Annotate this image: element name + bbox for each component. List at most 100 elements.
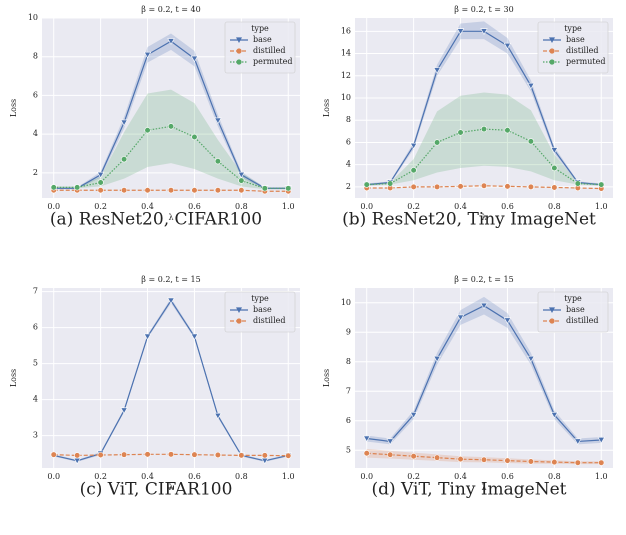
y-axis-label: Loss (322, 99, 331, 117)
y-tick-label: 12 (341, 71, 351, 80)
marker (120, 407, 128, 415)
x-axis-label: λ (168, 483, 173, 492)
x-axis-label: λ (481, 213, 486, 222)
marker (214, 187, 222, 194)
legend-marker (549, 307, 555, 313)
marker (527, 82, 535, 90)
marker (457, 183, 464, 190)
marker (120, 119, 128, 127)
marker (410, 183, 417, 190)
marker (527, 183, 535, 190)
legend-title: type (564, 294, 582, 303)
x-tick-label: 0.6 (188, 202, 201, 211)
y-tick-label: 6 (346, 137, 351, 146)
marker (480, 182, 488, 189)
y-tick-label: 7 (346, 386, 351, 395)
y-tick-label: 3 (33, 431, 38, 440)
marker (433, 183, 441, 190)
marker (387, 451, 394, 458)
marker (191, 187, 198, 194)
marker (550, 147, 559, 154)
marker (598, 459, 605, 466)
marker (574, 180, 581, 187)
legend-box (537, 291, 609, 333)
legend-title: type (251, 294, 269, 303)
x-tick-label: 1.0 (595, 472, 608, 481)
marker (433, 454, 441, 461)
chart-title: β = 0.2, t = 15 (454, 275, 513, 284)
legend-title: type (564, 24, 582, 33)
y-axis-label: Loss (9, 99, 18, 117)
legend-box (537, 21, 609, 74)
marker (504, 457, 511, 464)
marker (120, 451, 128, 458)
marker (167, 297, 175, 305)
marker (97, 187, 104, 194)
marker (261, 185, 268, 192)
marker (504, 183, 511, 190)
y-tick-label: 4 (33, 129, 38, 138)
marker (457, 129, 464, 136)
marker (527, 138, 535, 145)
marker (285, 452, 292, 459)
x-tick-label: 0.4 (454, 202, 467, 211)
marker (409, 142, 418, 150)
x-tick-label: 0.0 (360, 472, 373, 481)
y-tick-label: 5 (33, 359, 38, 368)
legend-box (224, 21, 296, 74)
legend-title: type (251, 24, 269, 33)
x-tick-label: 0.4 (454, 472, 467, 481)
x-tick-label: 1.0 (282, 202, 295, 211)
y-tick-label: 6 (346, 416, 351, 425)
marker (527, 355, 535, 363)
marker (167, 451, 175, 458)
marker (74, 452, 81, 459)
marker (238, 452, 245, 459)
marker (120, 187, 128, 194)
caption: (a) ResNet20, CIFAR100 (50, 210, 262, 230)
caption: (d) ViT, Tiny ImageNet (371, 480, 566, 500)
marker (457, 456, 464, 463)
x-tick-label: 0.4 (141, 202, 154, 211)
legend-label: base (253, 305, 272, 314)
marker (410, 167, 417, 174)
marker (387, 180, 394, 187)
x-tick-label: 0.0 (47, 202, 60, 211)
x-axis-label: λ (481, 483, 486, 492)
y-tick-label: 8 (346, 357, 351, 366)
y-tick-label: 16 (341, 26, 351, 35)
marker (363, 435, 371, 443)
y-tick-label: 10 (28, 13, 38, 22)
legend-marker (549, 48, 555, 54)
chart-title: β = 0.2, t = 15 (141, 275, 200, 284)
chart-title: β = 0.2, t = 30 (454, 5, 513, 14)
y-tick-label: 6 (33, 90, 38, 99)
marker (480, 126, 488, 133)
confidence-band (366, 92, 602, 186)
y-tick-label: 4 (33, 395, 38, 404)
marker (480, 28, 488, 35)
marker (96, 171, 105, 179)
x-axis-label: λ (168, 213, 173, 222)
marker (574, 438, 582, 446)
y-tick-label: 9 (346, 327, 351, 336)
marker (97, 451, 104, 459)
marker (480, 456, 488, 463)
marker (167, 187, 175, 194)
marker (456, 314, 465, 322)
legend-marker (549, 318, 555, 324)
marker (190, 333, 199, 341)
marker (143, 51, 152, 59)
x-tick-label: 0.2 (94, 202, 107, 211)
marker (433, 139, 441, 146)
marker (191, 451, 198, 458)
legend-label: permuted (253, 57, 293, 66)
confidence-band (366, 448, 602, 465)
y-tick-label: 14 (341, 49, 351, 58)
marker (97, 179, 104, 186)
marker (190, 55, 199, 63)
marker (503, 317, 512, 325)
legend-marker (236, 307, 242, 313)
marker (144, 187, 151, 194)
marker (386, 438, 394, 446)
